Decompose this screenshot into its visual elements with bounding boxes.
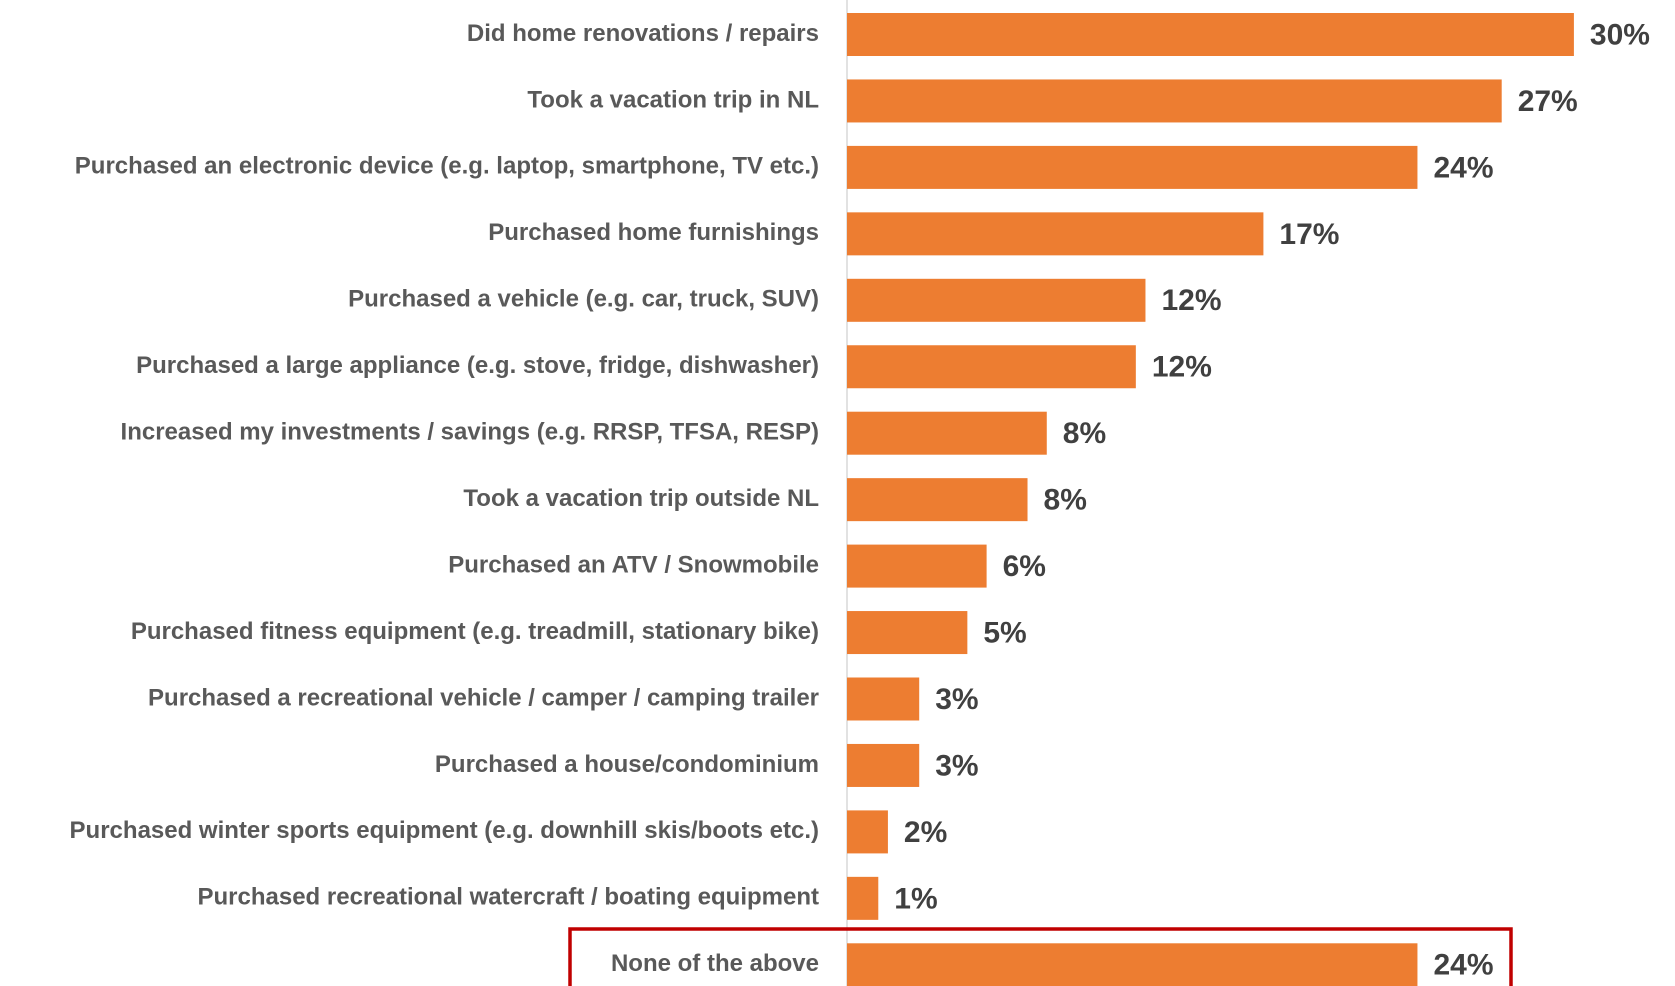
data-label: 12%	[1152, 351, 1212, 384]
bar	[847, 478, 1028, 522]
data-label: 12%	[1161, 284, 1221, 317]
bar	[847, 411, 1047, 455]
category-label: Increased my investments / savings (e.g.…	[121, 419, 819, 446]
data-label: 30%	[1590, 18, 1650, 51]
bar	[847, 345, 1136, 389]
category-label: Took a vacation trip outside NL	[463, 485, 819, 512]
bar	[847, 677, 920, 721]
category-label: None of the above	[611, 950, 819, 977]
category-label: Purchased a vehicle (e.g. car, truck, SU…	[348, 286, 819, 313]
bar	[847, 943, 1418, 986]
bar	[847, 810, 888, 854]
category-label: Purchased home furnishings	[488, 219, 819, 246]
bar	[847, 743, 920, 787]
bar	[847, 876, 879, 920]
data-label: 27%	[1518, 85, 1578, 118]
data-label: 8%	[1044, 484, 1087, 517]
data-label: 3%	[935, 683, 978, 716]
data-label: 2%	[904, 816, 947, 849]
highlight-box	[568, 927, 1513, 986]
category-label: Purchased recreational watercraft / boat…	[198, 884, 820, 911]
bar	[847, 278, 1146, 322]
data-label: 17%	[1279, 218, 1339, 251]
category-label: Purchased a house/condominium	[435, 751, 819, 778]
bar	[847, 13, 1574, 56]
bar	[847, 611, 968, 655]
bar	[847, 212, 1264, 256]
bar	[847, 145, 1418, 189]
data-label: 24%	[1433, 949, 1493, 982]
category-label: Purchased an ATV / Snowmobile	[448, 551, 819, 578]
bar	[847, 544, 987, 588]
data-label: 6%	[1003, 550, 1046, 583]
category-label: Took a vacation trip in NL	[527, 86, 819, 113]
category-label: Purchased fitness equipment (e.g. treadm…	[131, 618, 819, 645]
data-label: 5%	[983, 616, 1026, 649]
data-label: 8%	[1063, 417, 1106, 450]
category-label: Purchased winter sports equipment (e.g. …	[70, 817, 819, 844]
data-label: 1%	[894, 882, 937, 915]
category-label: Purchased a recreational vehicle / campe…	[148, 684, 819, 711]
category-label: Purchased an electronic device (e.g. lap…	[75, 153, 819, 180]
category-label: Purchased a large appliance (e.g. stove,…	[136, 352, 819, 379]
category-label: Did home renovations / repairs	[467, 20, 819, 47]
bar	[847, 79, 1502, 123]
data-label: 24%	[1433, 151, 1493, 184]
data-label: 3%	[935, 749, 978, 782]
